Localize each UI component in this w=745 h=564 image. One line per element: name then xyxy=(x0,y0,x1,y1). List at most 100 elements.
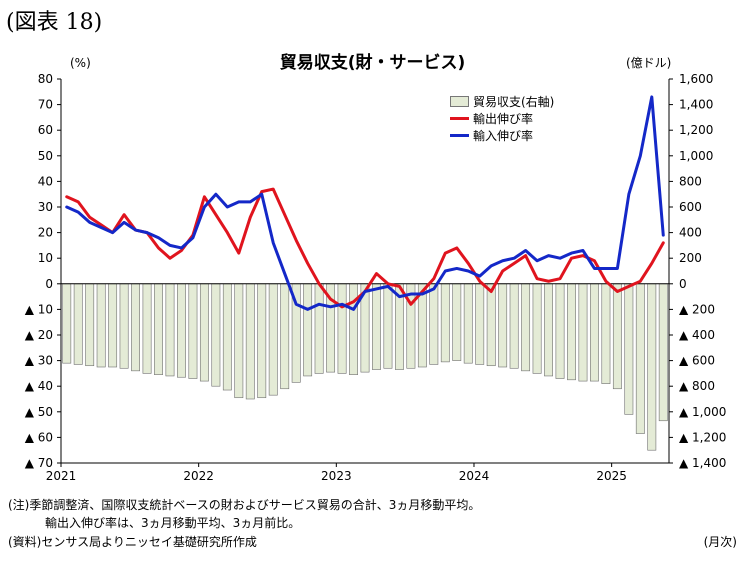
bar-trade-balance xyxy=(337,283,347,374)
left-tick-label: ▲ 50 xyxy=(25,405,53,419)
bar-trade-balance xyxy=(463,283,473,364)
right-tick-label: ▲ 400 xyxy=(679,328,715,342)
legend-label: 輸入伸び率 xyxy=(473,128,534,143)
note-line-2: 輸出入伸び率は、3ヵ月移動平均、3ヵ月前比。 xyxy=(45,516,301,530)
left-tick-label: ▲ 10 xyxy=(25,302,53,316)
bar-trade-balance xyxy=(85,283,95,367)
bar-trade-balance xyxy=(119,283,129,369)
right-tick-label: ▲ 1,400 xyxy=(679,456,726,470)
right-tick-label: 1,400 xyxy=(679,98,713,112)
bar-trade-balance xyxy=(521,283,531,372)
right-axis-unit: (億ドル) xyxy=(626,56,672,70)
left-tick-label: 40 xyxy=(38,174,53,188)
right-tick-label: ▲ 1,000 xyxy=(679,405,726,419)
bar-trade-balance xyxy=(177,283,186,378)
bar-trade-balance xyxy=(234,283,244,399)
bar-trade-balance xyxy=(440,283,450,363)
left-tick-label: ▲ 70 xyxy=(25,456,53,470)
right-tick-label: 600 xyxy=(679,200,702,214)
left-tick-label: 0 xyxy=(45,277,53,291)
line-import-growth xyxy=(65,95,665,311)
bar-trade-balance xyxy=(62,283,72,364)
legend: 貿易収支(右軸) 輸出伸び率 輸入伸び率 xyxy=(444,92,582,144)
chart-title: 貿易収支(財・サービス) xyxy=(279,53,466,73)
bar-trade-balance xyxy=(567,283,576,381)
bar-trade-balance xyxy=(509,283,519,369)
figure-label: (図表 18) xyxy=(6,10,103,35)
bar-trade-balance xyxy=(314,283,324,374)
bar-trade-balance xyxy=(245,283,255,400)
bar-trade-balance xyxy=(658,283,668,422)
bar-trade-balance xyxy=(498,283,508,368)
chart-axes xyxy=(60,79,670,464)
x-tick-label: 2022 xyxy=(183,469,214,483)
left-axis-ticks: 80 70 60 50 40 30 20 10 0 ▲ 10 ▲ 20 ▲ 30 ▲ 40 ▲ 50 ▲ 6… xyxy=(25,72,61,470)
bar-trade-balance xyxy=(544,283,553,377)
legend-item-trade-balance: 貿易収支(右軸) xyxy=(450,93,554,109)
bar-trade-balance xyxy=(108,283,118,368)
x-axis-unit: (月次) xyxy=(703,535,737,549)
bar-trade-balance xyxy=(601,283,611,384)
bar-trade-balance xyxy=(624,283,634,415)
right-tick-label: ▲ 600 xyxy=(679,354,715,368)
left-tick-label: 70 xyxy=(38,98,53,112)
note-line-1: (注)季節調整済、国際収支統計ベースの財およびサービス貿易の合計、3ヵ月移動平均… xyxy=(8,498,481,512)
left-tick-label: 20 xyxy=(38,226,53,240)
bar-trade-balance xyxy=(303,283,313,377)
bar-trade-balance xyxy=(589,283,599,382)
x-tick-label: 2023 xyxy=(321,469,352,483)
bar-trade-balance xyxy=(612,283,622,390)
legend-label: 輸出伸び率 xyxy=(473,111,534,126)
bar-trade-balance xyxy=(199,283,209,382)
bar-trade-balance xyxy=(486,283,496,367)
bar-trade-balance xyxy=(555,283,565,379)
x-tick-label: 2024 xyxy=(459,469,490,483)
bar-trade-balance xyxy=(142,283,152,374)
legend-label: 貿易収支(右軸) xyxy=(473,94,555,109)
x-axis-ticks: 2021 2022 2023 2024 2025 xyxy=(46,463,627,483)
bar-trade-balance xyxy=(96,283,106,368)
legend-swatch-bar xyxy=(450,95,469,107)
bar-trade-balance xyxy=(647,283,657,451)
right-axis-ticks: 1,600 1,400 1,200 1,000 800 600 400 200 0 ▲ 200 ▲ … xyxy=(669,72,726,470)
right-tick-label: 1,600 xyxy=(679,72,713,86)
bar-trade-balance xyxy=(532,283,542,374)
left-tick-label: 50 xyxy=(38,149,53,163)
right-tick-label: 800 xyxy=(679,174,702,188)
bar-trade-balance xyxy=(429,283,439,365)
right-tick-label: 200 xyxy=(679,251,702,265)
legend-item-export-growth: 輸出伸び率 xyxy=(450,110,533,126)
bar-trade-balance xyxy=(154,283,163,375)
right-tick-label: ▲ 1,200 xyxy=(679,430,726,444)
legend-swatch-blue-line xyxy=(450,133,469,137)
x-tick-label: 2025 xyxy=(596,469,627,483)
left-tick-label: 60 xyxy=(38,123,53,137)
source-note: (資料)センサス局よりニッセイ基礎研究所作成 xyxy=(8,535,257,549)
left-tick-label: ▲ 30 xyxy=(25,354,53,368)
bar-trade-balance xyxy=(452,283,462,361)
bar-trade-balance xyxy=(165,283,175,377)
right-tick-label: ▲ 200 xyxy=(679,302,715,316)
right-tick-label: 400 xyxy=(679,226,702,240)
bar-trade-balance xyxy=(280,283,290,390)
left-tick-label: ▲ 60 xyxy=(25,430,53,444)
legend-item-import-growth: 輸入伸び率 xyxy=(450,127,533,143)
left-tick-label: ▲ 20 xyxy=(25,328,53,342)
right-tick-label: ▲ 800 xyxy=(679,379,715,393)
bar-trade-balance xyxy=(257,283,267,399)
bar-trade-balance xyxy=(131,283,141,372)
bar-trade-balance xyxy=(578,283,588,382)
bar-trade-balance xyxy=(406,283,416,369)
bar-trade-balance xyxy=(383,283,393,369)
bar-trade-balance xyxy=(268,283,278,396)
bar-trade-balance xyxy=(475,283,485,365)
bar-series-trade-balance xyxy=(62,283,668,451)
bar-trade-balance xyxy=(635,283,645,434)
bar-trade-balance xyxy=(211,283,221,387)
left-axis-unit: (%) xyxy=(70,56,91,70)
legend-swatch-red-line xyxy=(450,116,469,120)
left-tick-label: ▲ 40 xyxy=(25,379,53,393)
right-tick-label: 0 xyxy=(679,277,687,291)
left-tick-label: 80 xyxy=(38,72,53,86)
